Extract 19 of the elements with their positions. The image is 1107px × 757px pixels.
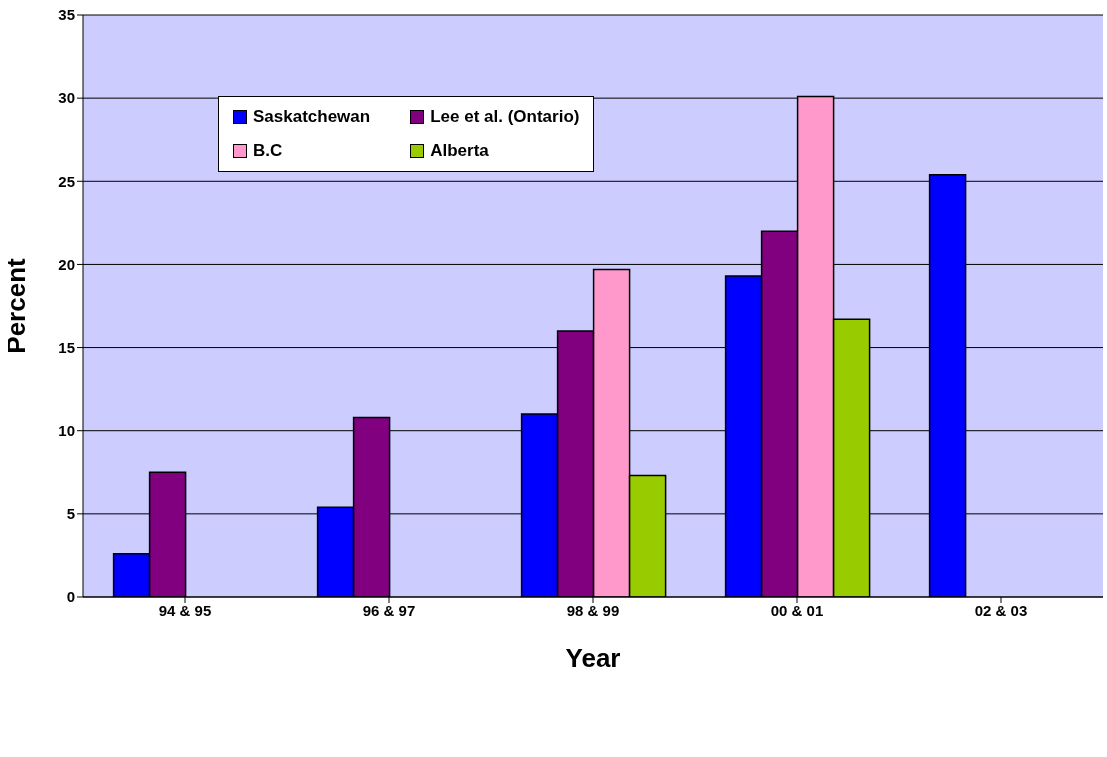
y-tick-label: 5 <box>66 505 75 523</box>
y-tick-label: 20 <box>58 255 75 273</box>
legend-label: Lee et al. (Ontario) <box>430 107 580 127</box>
x-tick-label: 96 & 97 <box>362 601 416 619</box>
y-tick-label: 25 <box>58 172 75 190</box>
y-axis-title: Percent <box>1 257 32 354</box>
y-tick-label: 30 <box>58 89 75 107</box>
y-tick-label: 15 <box>58 338 75 356</box>
legend-label: B.C <box>253 141 283 161</box>
x-tick-label: 94 & 95 <box>158 601 212 619</box>
x-tick-label: 02 & 03 <box>974 601 1028 619</box>
x-axis-title: Year <box>565 643 621 673</box>
x-tick-label: 00 & 01 <box>770 601 824 619</box>
y-tick-label: 0 <box>66 588 75 606</box>
legend-label: Saskatchewan <box>253 107 371 127</box>
x-tick-label: 98 & 99 <box>566 601 620 619</box>
y-tick-label: 10 <box>58 422 75 440</box>
legend-label: Alberta <box>430 141 489 161</box>
y-tick-label: 35 <box>58 6 75 24</box>
